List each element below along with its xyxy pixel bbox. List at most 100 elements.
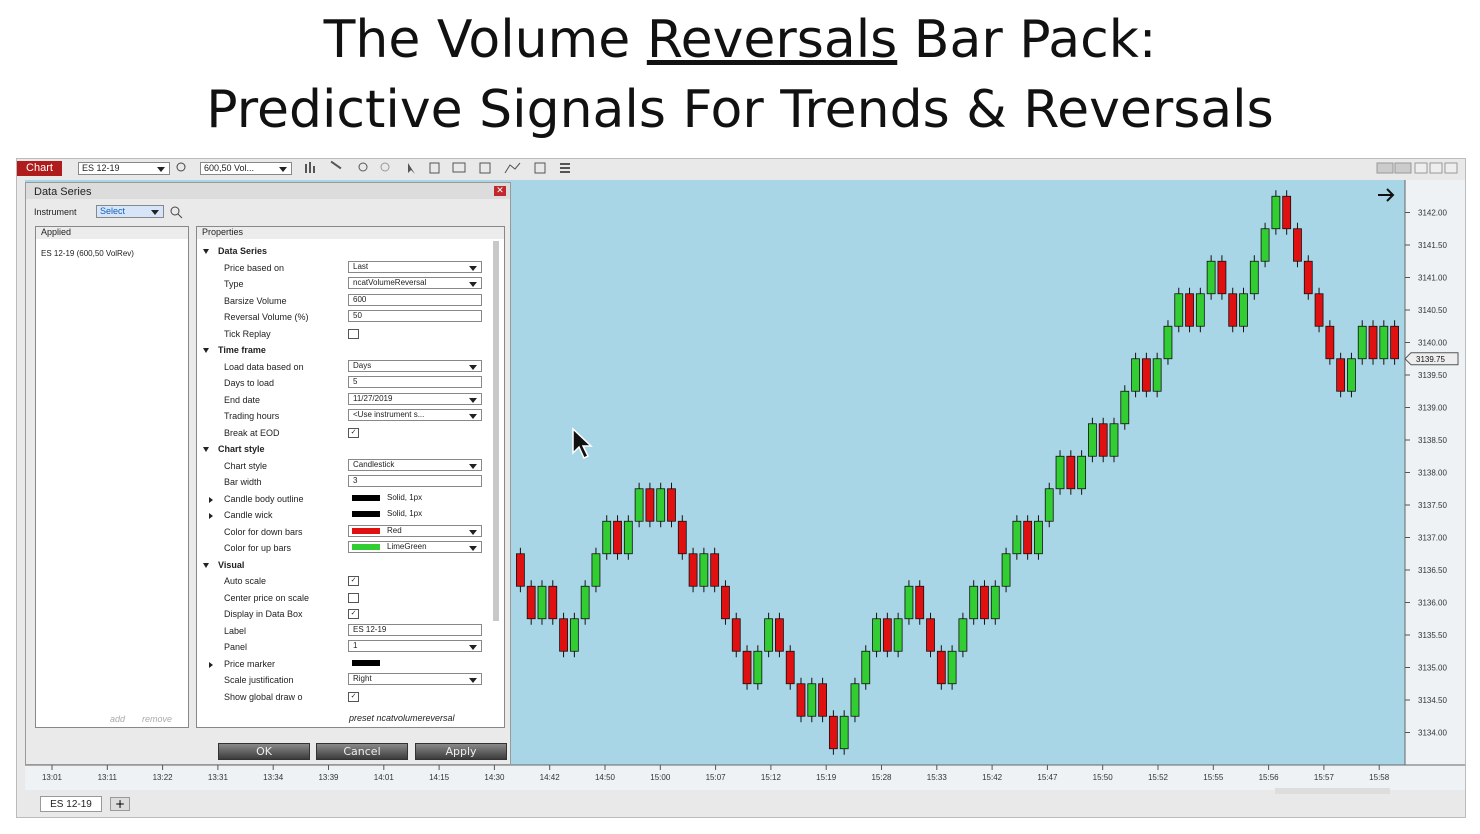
row-expander[interactable] (209, 496, 213, 503)
candles (515, 190, 1400, 755)
candle-body (839, 715, 849, 750)
y-tick-label: 3142.00 (1418, 209, 1447, 218)
row-expander[interactable] (209, 661, 213, 668)
candle-body (1314, 293, 1324, 327)
checkbox[interactable] (348, 592, 359, 603)
ok-button[interactable]: OK (218, 743, 310, 760)
property-input[interactable] (348, 310, 482, 322)
candle-body (958, 618, 968, 652)
y-tick-label: 3135.00 (1418, 664, 1447, 673)
property-label: Days to load (224, 378, 275, 388)
checkbox[interactable]: ✓ (348, 576, 359, 586)
property-value: Solid, 1px (387, 492, 423, 502)
candle-body (990, 585, 1000, 620)
candle-body (677, 520, 687, 555)
candle-body (667, 488, 676, 522)
tool-icons[interactable] (305, 160, 570, 174)
candle-body (1163, 325, 1173, 360)
search-icon[interactable] (169, 205, 185, 219)
x-tick-label: 13:22 (153, 773, 174, 782)
section-toggle[interactable] (203, 249, 209, 254)
candle-body (882, 618, 892, 652)
section-toggle[interactable] (203, 562, 209, 568)
property-input[interactable] (348, 458, 482, 471)
property-input[interactable] (348, 392, 482, 405)
x-tick-label: 14:50 (595, 773, 616, 782)
candle-body (1109, 423, 1119, 457)
close-button[interactable]: ✕ (494, 186, 506, 196)
checkbox[interactable]: ✓ (348, 691, 359, 702)
property-label: Label (224, 625, 247, 636)
property-value: Red (387, 525, 402, 535)
candle-body (1012, 520, 1022, 555)
checkbox[interactable]: ✓ (348, 609, 359, 619)
price-axis-background (1405, 180, 1465, 765)
series-combo[interactable]: 600,50 Vol... (200, 162, 292, 175)
row-expander[interactable] (209, 513, 213, 519)
candle-body (537, 585, 547, 620)
x-tick-label: 15:07 (706, 773, 727, 782)
property-label: Chart style (224, 460, 268, 471)
preset-link[interactable]: preset ncatvolumereversal (349, 713, 455, 723)
y-tick-label: 3136.00 (1418, 599, 1447, 608)
bottom-tab[interactable]: ES 12-19 (40, 796, 102, 812)
checkbox[interactable]: ✓ (348, 427, 359, 438)
scroll-arrow-icon[interactable] (1378, 188, 1395, 202)
remove-link[interactable]: remove (142, 714, 173, 724)
property-label: End date (224, 394, 261, 405)
candle-body (526, 585, 536, 620)
candle-body (904, 585, 914, 620)
property-input[interactable] (348, 376, 482, 388)
property-input[interactable] (348, 260, 482, 273)
apply-button[interactable]: Apply (415, 743, 507, 760)
property-label: Show global draw o (224, 691, 303, 702)
property-input[interactable] (348, 359, 482, 372)
x-tick-label: 15:55 (1203, 773, 1224, 782)
property-input[interactable] (348, 475, 482, 487)
chart-tab[interactable]: Chart (17, 161, 62, 176)
property-label: Candle body outline (224, 493, 304, 504)
add-tab-button[interactable]: + (110, 797, 130, 811)
candle-body (893, 618, 903, 652)
applied-header: Applied (36, 227, 188, 239)
property-label: Bar width (224, 477, 262, 487)
x-tick-label: 15:56 (1259, 773, 1280, 782)
section-toggle[interactable] (203, 348, 209, 353)
property-input[interactable] (348, 541, 482, 553)
candle-body (1185, 293, 1194, 327)
add-link[interactable]: add (110, 714, 126, 724)
property-input[interactable] (348, 524, 482, 537)
cancel-button[interactable]: Cancel (316, 743, 408, 760)
property-input[interactable] (348, 673, 482, 685)
instrument-select[interactable]: Select (96, 205, 164, 218)
price-marker (1404, 352, 1459, 366)
scrollbar[interactable] (1275, 788, 1390, 794)
candle-body (1066, 455, 1076, 490)
property-input[interactable] (348, 623, 482, 636)
candle-body (980, 585, 989, 620)
property-label: Candle wick (224, 510, 273, 520)
section-toggle[interactable] (203, 447, 209, 452)
y-tick-label: 3138.00 (1418, 469, 1447, 478)
window-buttons[interactable] (1375, 160, 1465, 176)
property-value: 5 (353, 377, 358, 386)
candle-body (1368, 325, 1378, 360)
property-input[interactable] (348, 293, 482, 306)
search-icon[interactable] (176, 162, 186, 172)
candle-body (1357, 325, 1367, 360)
property-label: Type (224, 279, 244, 289)
candle-body (1055, 455, 1065, 490)
property-input[interactable] (348, 640, 482, 652)
property-value: Last (353, 261, 369, 271)
properties-scrollbar[interactable] (493, 241, 499, 621)
checkbox[interactable] (348, 328, 359, 339)
applied-item[interactable]: ES 12-19 (600,50 VolRev) (41, 249, 134, 258)
property-label: Scale justification (224, 675, 294, 685)
candle-body (1282, 195, 1292, 230)
property-input[interactable] (348, 409, 482, 421)
property-input[interactable] (348, 277, 482, 289)
title-part: Bar Pack: (897, 10, 1157, 70)
properties-header: Properties (197, 227, 504, 239)
y-tick-label: 3136.50 (1418, 566, 1447, 575)
instrument-combo[interactable]: ES 12-19 (78, 162, 170, 175)
